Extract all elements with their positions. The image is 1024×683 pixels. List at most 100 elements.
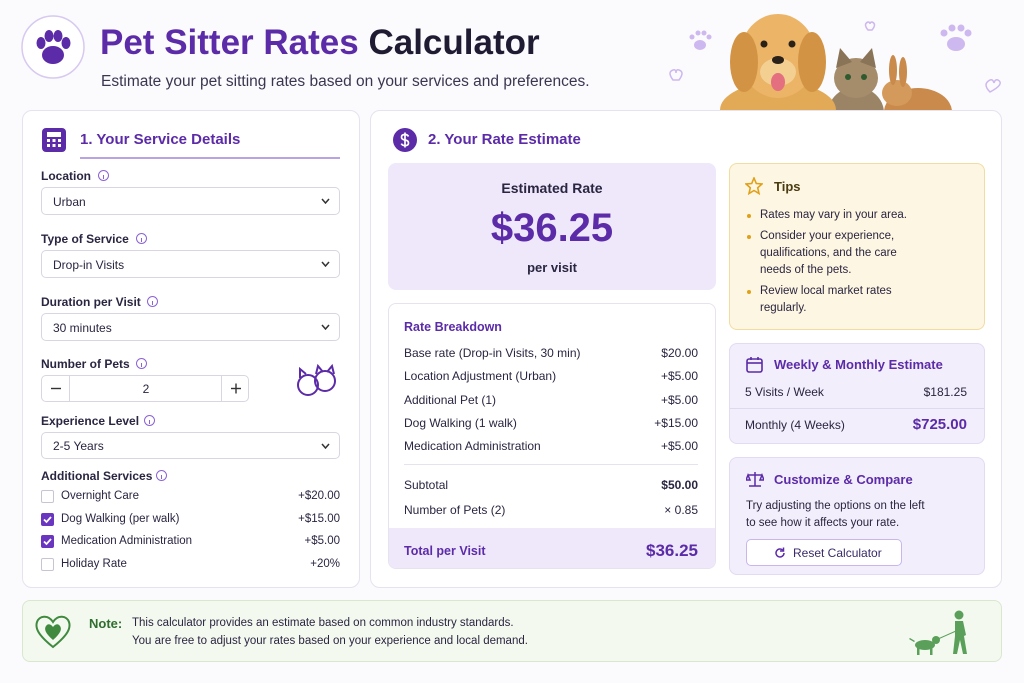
- subtotal-row-label: Number of Pets (2): [404, 503, 506, 517]
- breakdown-row-value: $20.00: [661, 346, 698, 360]
- tip-bullet: [747, 290, 751, 294]
- weekly-label: 5 Visits / Week: [745, 385, 824, 399]
- service-price: +20%: [310, 557, 340, 570]
- breakdown-row-value: +$5.00: [660, 392, 698, 407]
- info-icon: [147, 296, 158, 307]
- pets-icon: [297, 364, 336, 396]
- service-checkbox[interactable]: [41, 535, 54, 548]
- weekly-label: Monthly (4 Weeks): [745, 417, 845, 432]
- subtotal-row-value: × 0.85: [664, 503, 698, 517]
- decrement-button[interactable]: [42, 376, 70, 401]
- weekly-value: $725.00: [912, 416, 967, 433]
- tip-item: Rates may vary in your area.: [746, 207, 916, 224]
- increment-button[interactable]: [221, 376, 249, 401]
- estimate-box: Estimated Rate $36.25 per visit: [388, 163, 716, 290]
- service-checkbox[interactable]: [41, 490, 54, 503]
- service-label: Holiday Rate: [61, 557, 127, 570]
- tip-text: Review local market rates regularly.: [760, 285, 892, 314]
- info-icon: [98, 170, 109, 181]
- breakdown-row-label: Dog Walking (1 walk): [404, 415, 517, 430]
- info-icon: [156, 470, 167, 481]
- info-icon: [136, 358, 147, 369]
- estimate-unit: per visit: [527, 260, 577, 275]
- dollar-icon: [393, 128, 417, 152]
- field-label: Experience Level: [41, 414, 140, 428]
- service-price: +$20.00: [298, 490, 340, 502]
- star-icon: [745, 177, 763, 195]
- info-icon: [136, 233, 147, 244]
- select-value: 30 minutes: [53, 321, 112, 335]
- note-line: You are free to adjust your rates based …: [132, 635, 528, 647]
- customize-box: Customize & Compare Try adjusting the op…: [729, 457, 985, 575]
- section-heading: 1. Your Service Details: [80, 131, 241, 148]
- breakdown-row-label: Additional Pet (1): [404, 392, 497, 407]
- reset-label: Reset Calculator: [793, 546, 882, 560]
- field-label: Duration per Visit: [41, 295, 141, 309]
- breakdown-row-value: +$5.00: [660, 369, 698, 384]
- note-box: Note: This calculator provides an estima…: [22, 600, 1002, 662]
- reset-button[interactable]: Reset Calculator: [746, 539, 902, 566]
- service-label: Overnight Care: [61, 490, 139, 502]
- tips-box: Tips Rates may vary in your area. Conside…: [729, 163, 985, 330]
- tip-bullet: [747, 235, 751, 239]
- calculator-icon: [42, 128, 66, 152]
- title: Pet Sitter Rates Calculator: [100, 23, 540, 63]
- breakdown-row-value: +$5.00: [660, 439, 698, 454]
- tip-text: Rates may vary in your area.: [760, 209, 908, 221]
- header-art: [21, 14, 1001, 110]
- service-label: Dog Walking (per walk): [61, 512, 180, 525]
- title-accent: Pet Sitter Rates: [100, 23, 359, 62]
- subtitle: Estimate your pet sitting rates based on…: [101, 73, 590, 90]
- service-price: +$5.00: [304, 535, 341, 547]
- weekly-title: Weekly & Monthly Estimate: [774, 357, 943, 372]
- weekly-value: $181.25: [923, 385, 967, 399]
- customize-text: Try adjusting the options on the left to…: [746, 500, 925, 529]
- dog-walker-icon: [909, 610, 967, 655]
- service-label: Medication Administration: [61, 535, 193, 547]
- field-label: Location: [41, 169, 91, 183]
- breakdown-title: Rate Breakdown: [404, 320, 502, 334]
- customize-title: Customize & Compare: [774, 472, 913, 487]
- tip-item: Review local market rates regularly.: [746, 283, 916, 317]
- select-value: Drop-in Visits: [53, 258, 125, 272]
- total-band: Total per Visit $36.25: [389, 528, 715, 568]
- tips-list: Rates may vary in your area. Consider you…: [746, 207, 916, 321]
- tip-item: Consider your experience, qualifications…: [746, 228, 916, 279]
- experience-select[interactable]: 2-5 Years: [41, 432, 340, 459]
- breakdown-row: Location Adjustment (Urban) +$5.00: [404, 369, 698, 383]
- select-value: Urban: [53, 195, 86, 209]
- divider: [730, 408, 984, 409]
- service-checkbox[interactable]: [41, 512, 54, 526]
- note-line: This calculator provides an estimate bas…: [132, 617, 514, 629]
- subtotal-row: Subtotal $50.00: [404, 478, 698, 492]
- weekly-row: 5 Visits / Week $181.25: [745, 385, 967, 399]
- breakdown-row: Additional Pet (1) +$5.00: [404, 393, 698, 407]
- breakdown-box: Rate Breakdown Total per Visit $36.25 Bas…: [388, 303, 716, 569]
- scale-icon: [746, 472, 764, 487]
- tips-title: Tips: [774, 179, 801, 194]
- pet-count[interactable]: 2: [142, 382, 150, 396]
- duration-select[interactable]: 30 minutes: [41, 313, 340, 341]
- location-select[interactable]: Urban: [41, 187, 340, 215]
- weekly-box: Weekly & Monthly Estimate 5 Visits / Wee…: [729, 343, 985, 444]
- note-label: Note:: [89, 616, 123, 631]
- title-rest: Calculator: [368, 23, 540, 62]
- estimate-value: $36.25: [490, 206, 614, 250]
- service-checkbox[interactable]: [41, 557, 54, 571]
- estimate-label: Estimated Rate: [501, 180, 603, 196]
- service-select[interactable]: Drop-in Visits: [41, 250, 340, 278]
- breakdown-row-label: Base rate (Drop-in Visits, 30 min): [404, 346, 581, 360]
- tip-bullet: [747, 214, 751, 218]
- field-label: Additional Services: [41, 469, 153, 483]
- field-label: Type of Service: [41, 232, 129, 246]
- subtotal-row-value: $50.00: [661, 478, 698, 492]
- pet-stepper: 2: [41, 375, 249, 402]
- tip-text: Consider your experience, qualifications…: [760, 230, 897, 276]
- weekly-row: Monthly (4 Weeks) $725.00: [745, 416, 967, 433]
- info-icon: [144, 415, 155, 426]
- breakdown-row: Base rate (Drop-in Visits, 30 min) $20.00: [404, 346, 698, 360]
- total-value: $36.25: [646, 541, 698, 560]
- breakdown-row-label: Location Adjustment (Urban): [404, 369, 557, 384]
